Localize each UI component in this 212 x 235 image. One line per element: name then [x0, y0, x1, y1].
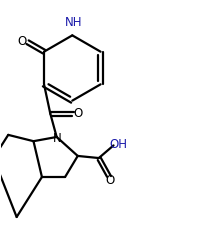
Text: N: N [53, 132, 62, 145]
Text: O: O [18, 35, 27, 48]
Text: O: O [74, 107, 83, 120]
Text: O: O [105, 174, 114, 187]
Text: OH: OH [109, 138, 127, 152]
Text: NH: NH [65, 16, 82, 29]
